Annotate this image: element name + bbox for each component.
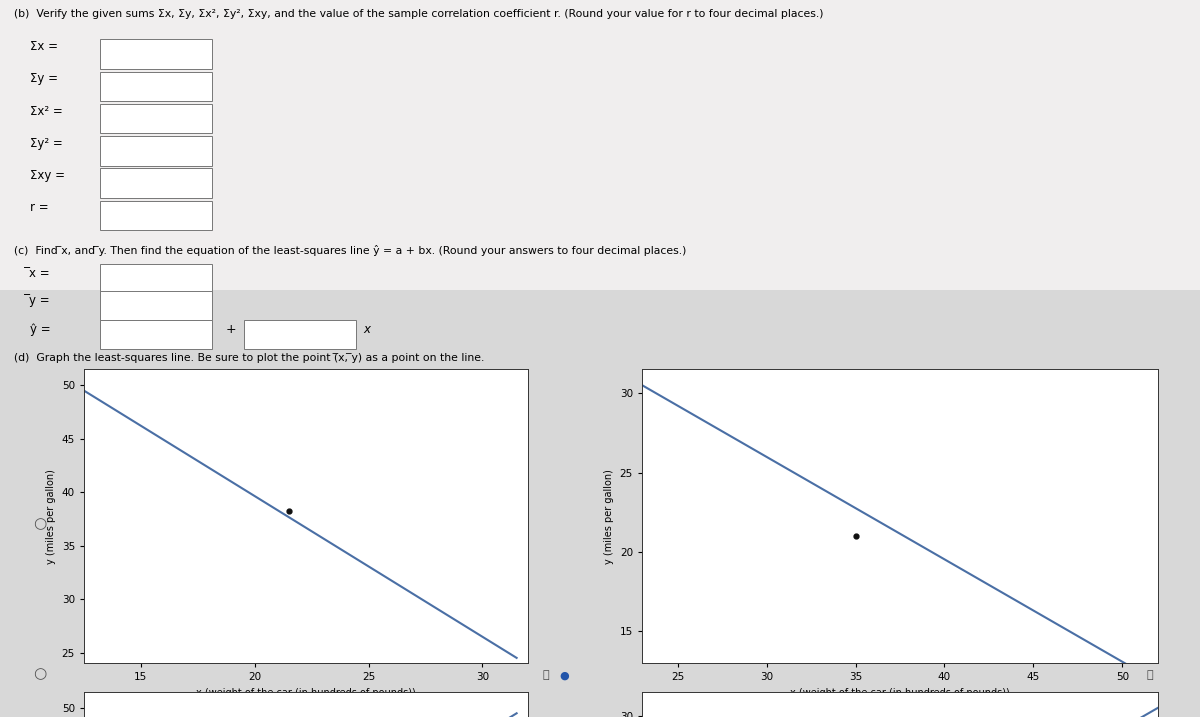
X-axis label: x (weight of the car (in hundreds of pounds)): x (weight of the car (in hundreds of pou… [196,688,416,698]
Y-axis label: y (miles per gallon): y (miles per gallon) [604,469,614,564]
Text: Σy² =: Σy² = [30,137,62,150]
X-axis label: x (weight of the car (in hundreds of pounds)): x (weight of the car (in hundreds of pou… [790,688,1010,698]
Text: ⓘ: ⓘ [542,670,550,680]
Text: r =: r = [30,201,49,214]
Text: ●: ● [559,670,569,680]
Text: ⓘ: ⓘ [1146,670,1153,680]
Text: x: x [364,323,371,336]
Text: ○: ○ [32,667,47,681]
Text: Σx² =: Σx² = [30,105,62,118]
Text: Σx =: Σx = [30,40,58,53]
Text: (b)  Verify the given sums Σx, Σy, Σx², Σy², Σxy, and the value of the sample co: (b) Verify the given sums Σx, Σy, Σx², Σ… [14,9,824,19]
Text: ○: ○ [32,516,47,531]
Text: (c)  Find ̅x, and ̅y. Then find the equation of the least-squares line ŷ = a + b: (c) Find ̅x, and ̅y. Then find the equat… [14,245,686,256]
Text: (d)  Graph the least-squares line. Be sure to plot the point (̅x, ̅y) as a point: (d) Graph the least-squares line. Be sur… [14,353,485,363]
Text: ̅x =: ̅x = [30,267,50,280]
Text: ̅y =: ̅y = [30,294,50,307]
Y-axis label: y (miles per gallon): y (miles per gallon) [46,469,56,564]
Text: ŷ =: ŷ = [30,323,50,336]
Text: +: + [226,323,236,336]
Text: Σy =: Σy = [30,72,58,85]
Text: Σxy =: Σxy = [30,169,65,182]
